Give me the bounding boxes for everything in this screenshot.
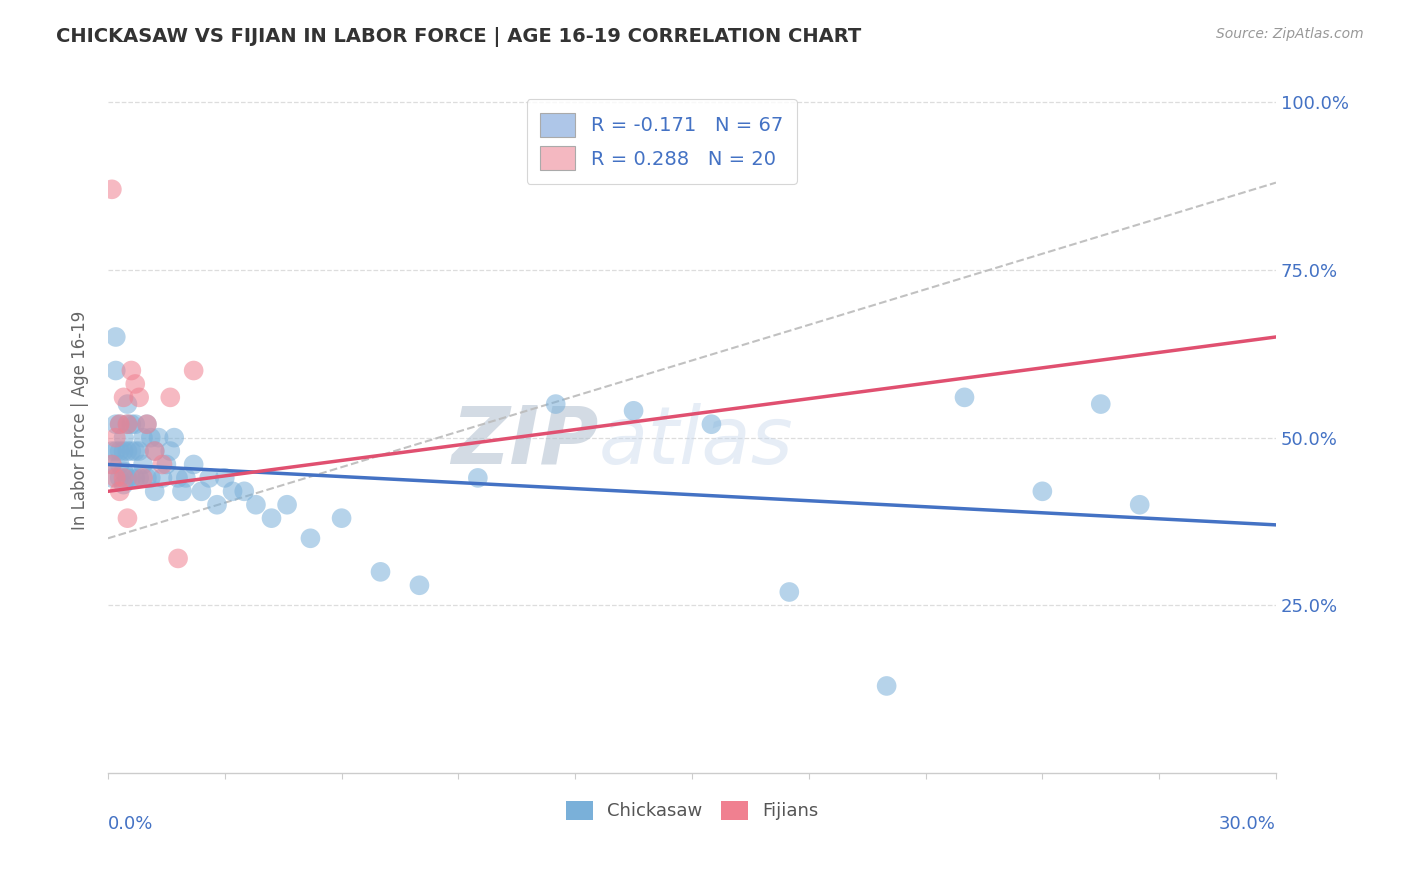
Point — [544, 397, 567, 411]
Point — [128, 390, 150, 404]
Point — [104, 330, 127, 344]
Point — [1129, 498, 1152, 512]
Point — [104, 417, 127, 432]
Point — [167, 471, 190, 485]
Point — [155, 458, 177, 472]
Text: Source: ZipAtlas.com: Source: ZipAtlas.com — [1216, 27, 1364, 41]
Point — [101, 182, 124, 196]
Point — [124, 444, 146, 458]
Point — [104, 471, 127, 485]
Point — [104, 431, 127, 445]
Text: atlas: atlas — [599, 403, 793, 481]
Point — [198, 471, 221, 485]
Point — [1090, 397, 1112, 411]
Text: 0.0%: 0.0% — [108, 815, 153, 833]
Point — [623, 404, 645, 418]
Point — [128, 471, 150, 485]
Point — [174, 471, 197, 485]
Point — [143, 484, 166, 499]
Point — [117, 397, 139, 411]
Point — [120, 417, 142, 432]
Point — [299, 531, 322, 545]
Point — [190, 484, 212, 499]
Y-axis label: In Labor Force | Age 16-19: In Labor Force | Age 16-19 — [72, 311, 89, 531]
Point — [112, 477, 135, 491]
Point — [135, 417, 157, 432]
Point — [183, 458, 205, 472]
Point — [132, 471, 155, 485]
Point — [148, 431, 170, 445]
Point — [120, 444, 142, 458]
Legend: Chickasaw, Fijians: Chickasaw, Fijians — [558, 794, 825, 828]
Point — [152, 458, 174, 472]
Point — [167, 551, 190, 566]
Point — [108, 444, 131, 458]
Point — [117, 417, 139, 432]
Point — [260, 511, 283, 525]
Point — [143, 444, 166, 458]
Point — [128, 444, 150, 458]
Point — [112, 431, 135, 445]
Point — [101, 471, 124, 485]
Point — [108, 458, 131, 472]
Point — [953, 390, 976, 404]
Point — [330, 511, 353, 525]
Point — [233, 484, 256, 499]
Point — [135, 417, 157, 432]
Point — [108, 484, 131, 499]
Point — [117, 444, 139, 458]
Text: ZIP: ZIP — [451, 403, 599, 481]
Point — [112, 471, 135, 485]
Point — [108, 417, 131, 432]
Point — [101, 458, 124, 472]
Point — [112, 464, 135, 478]
Point — [778, 585, 800, 599]
Point — [104, 363, 127, 377]
Point — [108, 417, 131, 432]
Point — [139, 471, 162, 485]
Point — [117, 417, 139, 432]
Point — [124, 417, 146, 432]
Point — [143, 444, 166, 458]
Text: CHICKASAW VS FIJIAN IN LABOR FORCE | AGE 16-19 CORRELATION CHART: CHICKASAW VS FIJIAN IN LABOR FORCE | AGE… — [56, 27, 862, 46]
Point — [205, 498, 228, 512]
Point — [117, 471, 139, 485]
Point — [132, 431, 155, 445]
Point — [101, 458, 124, 472]
Text: 30.0%: 30.0% — [1219, 815, 1277, 833]
Point — [221, 484, 243, 499]
Point — [370, 565, 392, 579]
Point — [124, 471, 146, 485]
Point — [408, 578, 430, 592]
Point — [132, 458, 155, 472]
Point — [101, 444, 124, 458]
Point — [112, 444, 135, 458]
Point — [170, 484, 193, 499]
Point — [1031, 484, 1053, 499]
Point — [120, 363, 142, 377]
Point — [700, 417, 723, 432]
Point — [135, 471, 157, 485]
Point — [159, 444, 181, 458]
Point — [876, 679, 898, 693]
Point — [117, 511, 139, 525]
Point — [183, 363, 205, 377]
Point — [120, 471, 142, 485]
Point — [163, 431, 186, 445]
Point — [139, 431, 162, 445]
Point — [214, 471, 236, 485]
Point — [104, 444, 127, 458]
Point — [152, 471, 174, 485]
Point — [276, 498, 298, 512]
Point — [124, 376, 146, 391]
Point — [159, 390, 181, 404]
Point — [108, 471, 131, 485]
Point — [112, 390, 135, 404]
Point — [245, 498, 267, 512]
Point — [467, 471, 489, 485]
